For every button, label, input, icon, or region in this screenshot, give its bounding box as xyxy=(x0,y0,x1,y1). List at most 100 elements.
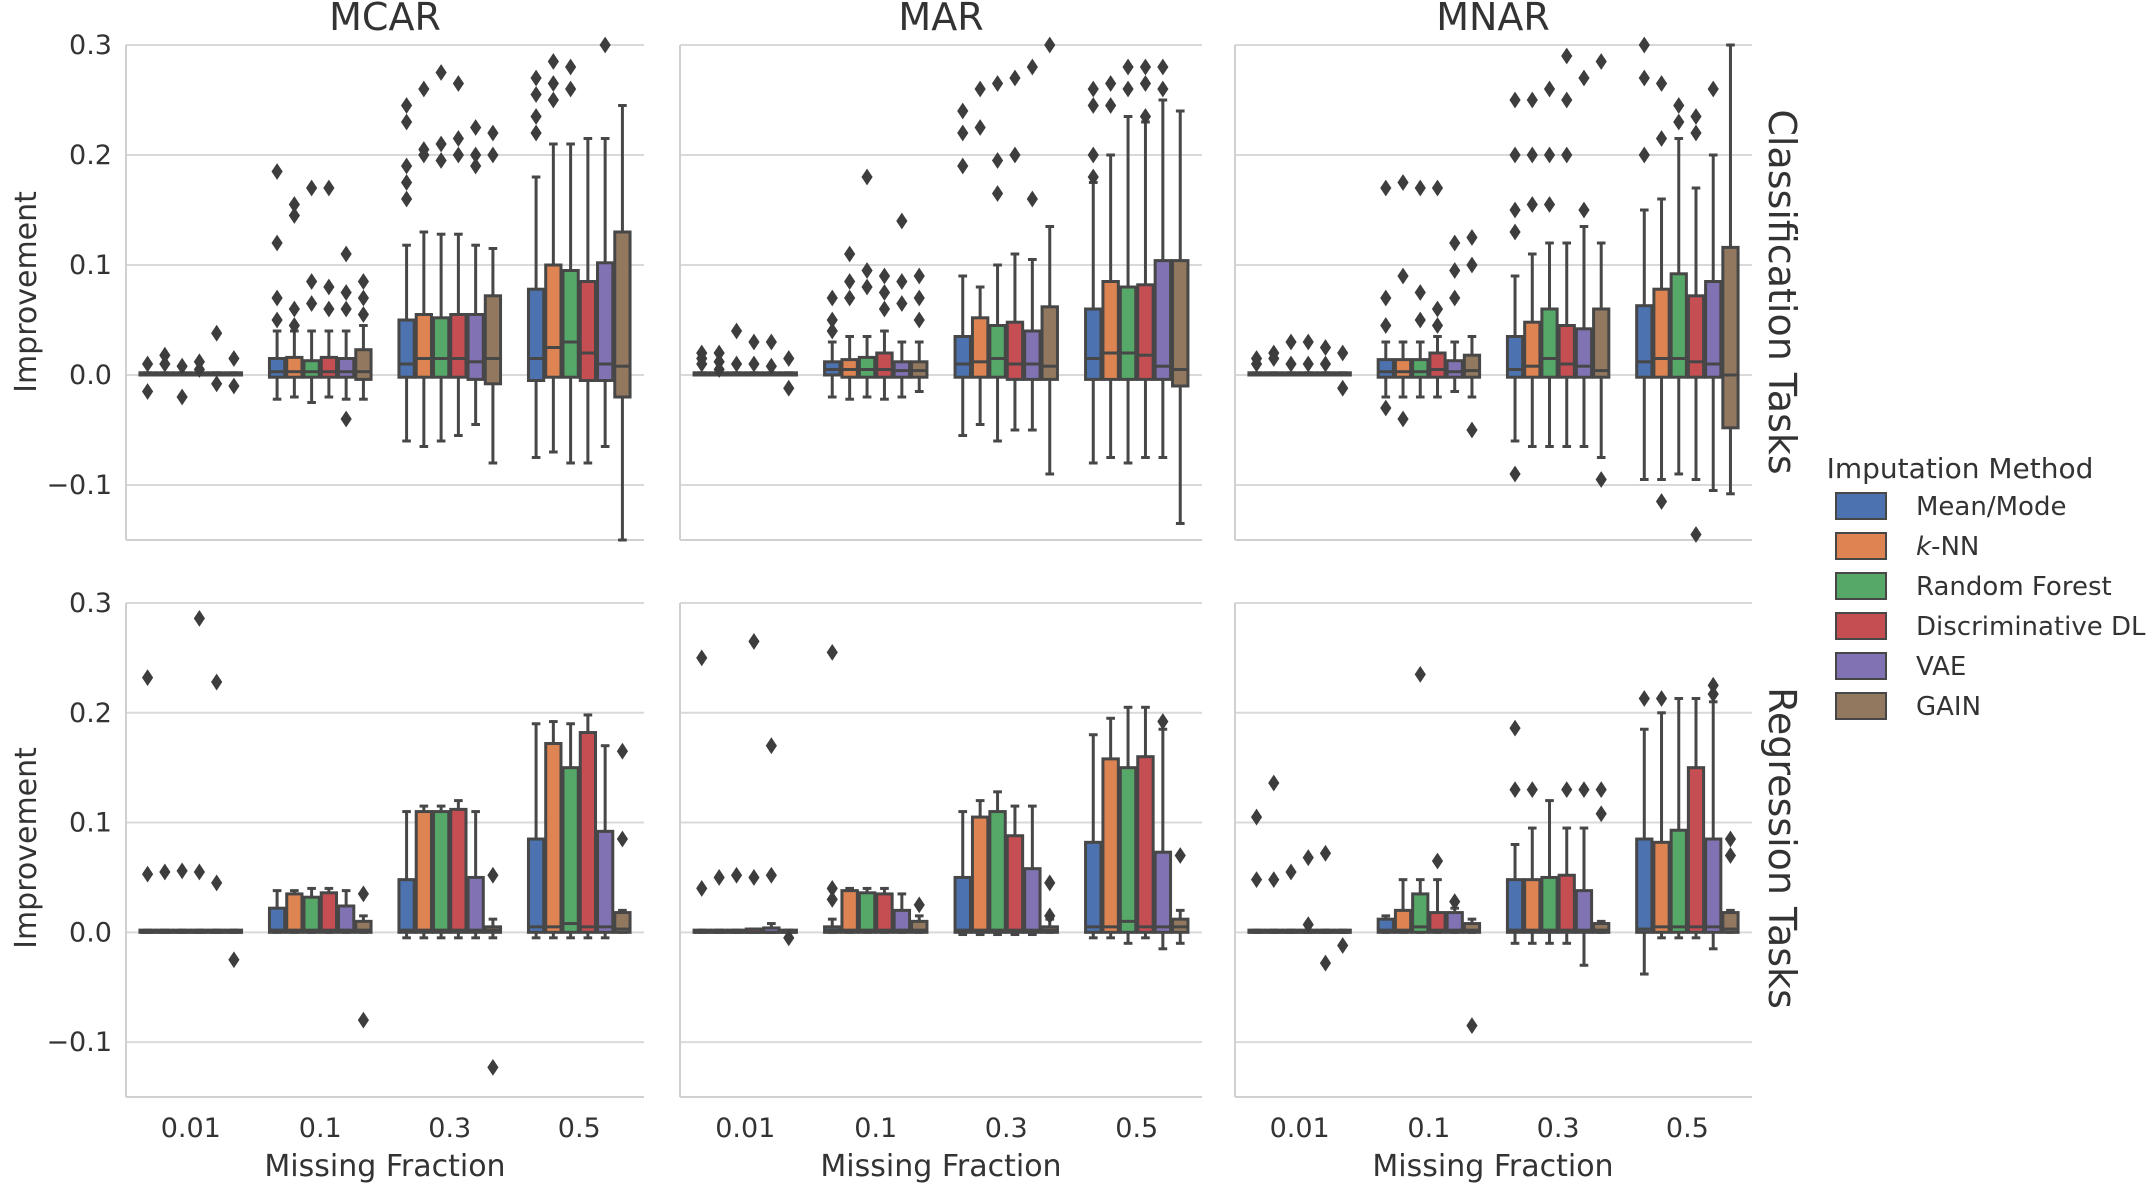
outlier-point xyxy=(1509,201,1521,219)
y-axis-label-bottom: Improvement xyxy=(9,747,44,949)
box-mean-mode xyxy=(1084,307,1103,381)
outlier-point xyxy=(306,295,318,312)
outlier-point xyxy=(1122,80,1134,98)
outlier-point xyxy=(1561,146,1573,164)
outlier-point xyxy=(1449,262,1461,279)
outlier-point xyxy=(1449,893,1461,910)
outlier-point xyxy=(616,742,629,760)
outlier-point xyxy=(765,333,777,351)
box-vae xyxy=(596,261,615,382)
outlier-point xyxy=(288,317,300,334)
box-gain xyxy=(1721,245,1740,430)
outlier-point xyxy=(1302,849,1314,867)
box-discriminative-dl xyxy=(1428,911,1447,934)
outlier-point xyxy=(1380,179,1392,197)
legend-label-text: VAE xyxy=(1916,652,1966,682)
box-random-forest xyxy=(431,810,451,934)
y-tick-label: 0.1 xyxy=(69,808,112,839)
panel-mcar-classification: −0.1 0.0 0.1 0.2 0.3 xyxy=(46,30,644,542)
outlier-point xyxy=(765,866,777,884)
box-vae xyxy=(466,875,485,934)
outlier-point xyxy=(748,355,760,373)
box-gain xyxy=(483,294,503,386)
row-title-classification: Classification Tasks xyxy=(1760,109,1804,474)
outlier-point xyxy=(1044,874,1056,892)
outlier-point xyxy=(1087,97,1099,114)
outlier-point xyxy=(957,124,969,142)
outlier-point xyxy=(1285,863,1297,881)
outlier-point xyxy=(193,609,205,627)
outlier-point xyxy=(913,267,925,285)
box-k-nn xyxy=(285,355,304,379)
outlier-point xyxy=(1595,805,1607,823)
outlier-point xyxy=(1250,808,1263,826)
outlier-point xyxy=(487,866,499,884)
outlier-point xyxy=(141,669,154,687)
legend-label-text: -NN xyxy=(1931,532,1979,562)
column-title-mar: MAR xyxy=(898,0,983,39)
box-vae xyxy=(892,908,912,934)
box-vae xyxy=(1153,850,1173,934)
outlier-point xyxy=(159,346,171,364)
outlier-point xyxy=(418,80,430,98)
outlier-point xyxy=(1690,108,1702,125)
outlier-point xyxy=(1009,146,1021,164)
x-axis-label-mar: Missing Fraction xyxy=(820,1149,1061,1184)
outlier-point xyxy=(435,135,447,153)
legend-swatch-random-forest xyxy=(1835,572,1887,600)
box-discriminative-dl xyxy=(449,807,468,934)
outlier-point xyxy=(696,355,708,373)
outlier-point xyxy=(288,207,300,224)
outlier-point xyxy=(1724,830,1737,848)
box-random-forest xyxy=(857,355,877,379)
outlier-point xyxy=(400,97,413,114)
panel-mar-classification xyxy=(679,36,1202,541)
outlier-point xyxy=(1250,355,1263,373)
outlier-point xyxy=(211,375,223,393)
outlier-point xyxy=(288,196,300,213)
outlier-point xyxy=(616,830,629,848)
outlier-point xyxy=(991,75,1004,92)
box-vae xyxy=(1023,329,1042,381)
box-discriminative-dl xyxy=(1005,320,1025,381)
outlier-point xyxy=(1337,937,1349,954)
outlier-point xyxy=(1655,690,1668,707)
y-axis-label-top: Improvement xyxy=(9,191,44,393)
outlier-point xyxy=(1139,108,1152,125)
box-random-forest xyxy=(1669,272,1688,379)
box-gain xyxy=(1721,911,1740,934)
outlier-point xyxy=(1526,781,1538,799)
box-random-forest xyxy=(1411,892,1430,934)
outlier-point xyxy=(713,361,725,378)
panel-mnar-classification xyxy=(1234,36,1752,543)
y-tick-label: −0.1 xyxy=(46,470,112,501)
box-discriminative-dl xyxy=(578,280,598,382)
row-title-regression: Regression Tasks xyxy=(1760,687,1804,1009)
outlier-point xyxy=(1319,954,1332,972)
outlier-point xyxy=(913,896,925,914)
outlier-point xyxy=(1690,526,1702,543)
outlier-point xyxy=(1157,58,1169,76)
outlier-point xyxy=(696,880,708,897)
box-vae xyxy=(1153,259,1173,381)
outlier-point xyxy=(1087,80,1099,98)
box-k-nn xyxy=(544,742,563,934)
outlier-point xyxy=(1655,130,1668,147)
outlier-point xyxy=(306,179,318,197)
box-vae xyxy=(337,357,356,379)
outlier-point xyxy=(228,377,240,395)
outlier-point xyxy=(487,146,499,164)
outlier-point xyxy=(211,874,223,892)
outlier-point xyxy=(1157,713,1169,730)
box-mean-mode xyxy=(1505,335,1525,379)
box-vae xyxy=(1445,359,1464,379)
box-mean-mode xyxy=(1635,837,1654,934)
outlier-point xyxy=(1509,465,1521,483)
box-gain xyxy=(1592,307,1611,379)
outlier-point xyxy=(1250,871,1263,889)
outlier-point xyxy=(400,174,413,191)
outlier-point xyxy=(1707,676,1719,694)
outlier-point xyxy=(176,357,188,375)
box-random-forest xyxy=(1669,828,1688,934)
outlier-point xyxy=(991,152,1004,169)
